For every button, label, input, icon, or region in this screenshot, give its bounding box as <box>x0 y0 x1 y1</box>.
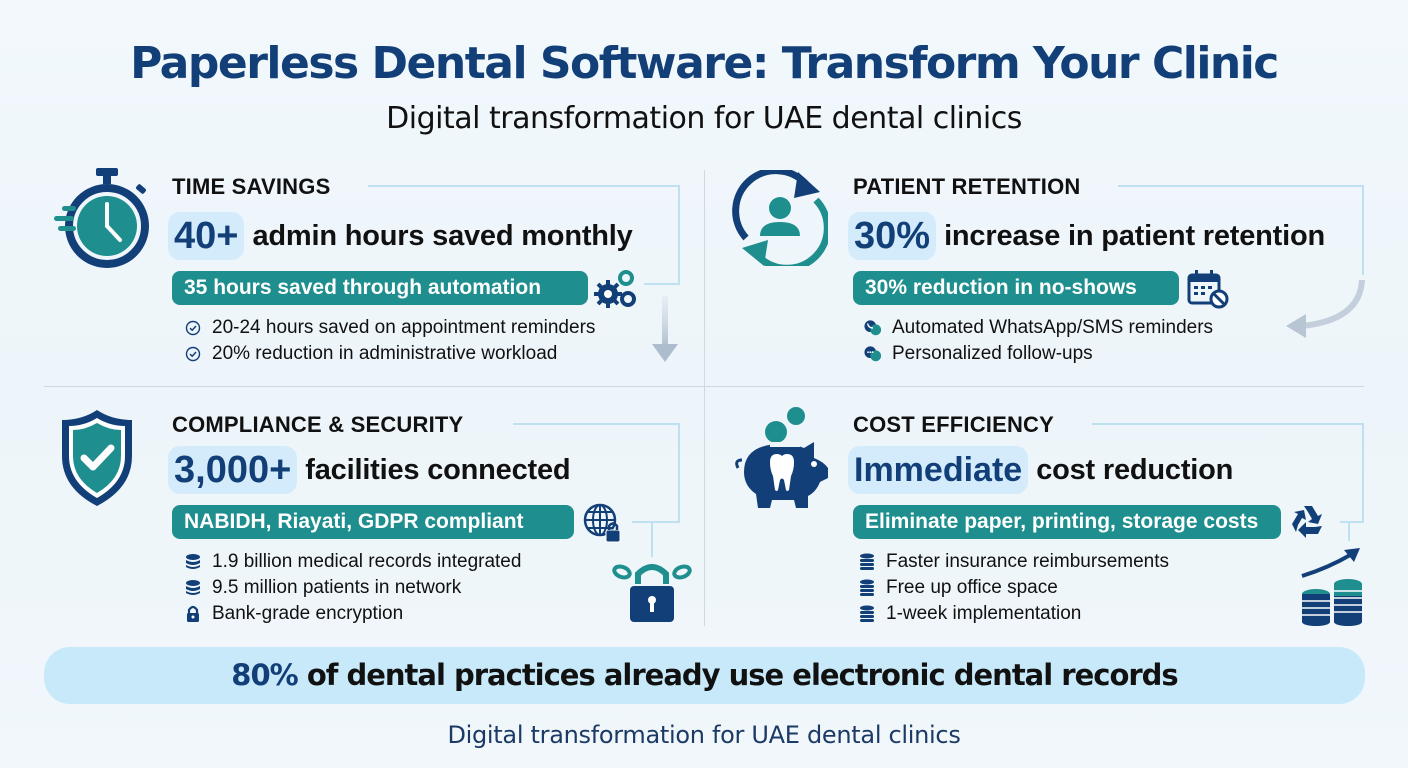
list-item: 1.9 billion medical records integrated <box>184 549 521 575</box>
recycle-icon <box>1292 506 1322 538</box>
bullet-list: Faster insurance reimbursements Free up … <box>858 549 1169 627</box>
stat-row: 30% increase in patient retention <box>848 212 1325 260</box>
connector-line <box>513 423 680 523</box>
gears-icon <box>594 270 636 308</box>
vertical-divider <box>704 170 705 626</box>
highlight-pill: NABIDH, Riayati, GDPR compliant <box>172 505 574 539</box>
connector-line <box>1092 423 1364 523</box>
piggy-bank-tooth-icon <box>735 407 828 508</box>
stat-value: 3,000+ <box>168 446 298 494</box>
stat-value: 40+ <box>168 212 245 260</box>
highlight-pill: Eliminate paper, printing, storage costs <box>853 505 1281 539</box>
list-item: Automated WhatsApp/SMS reminders <box>864 315 1213 341</box>
stat-row: Immediate cost reduction <box>848 446 1233 494</box>
section-heading: TIME SAVINGS <box>172 174 331 199</box>
chat-bubbles-icon <box>864 345 882 363</box>
connector-line <box>632 521 680 523</box>
user-cycle-icon <box>732 170 828 266</box>
check-circle-icon <box>184 345 202 363</box>
curved-arrow-icon <box>1286 280 1365 338</box>
database-icon <box>184 553 202 571</box>
coins-icon <box>858 605 876 623</box>
banner-highlight: 80% <box>231 658 298 692</box>
list-item: Personalized follow-ups <box>864 341 1213 367</box>
list-item: Bank-grade encryption <box>184 601 521 627</box>
calendar-cancel-icon <box>1187 270 1229 309</box>
list-item: 9.5 million patients in network <box>184 575 521 601</box>
connector-line <box>1118 185 1364 275</box>
whatsapp-chat-icon <box>864 319 882 337</box>
stat-row: 40+ admin hours saved monthly <box>168 212 633 260</box>
connector-line <box>1340 521 1364 523</box>
stopwatch-icon <box>54 168 149 268</box>
connector-line <box>651 521 653 557</box>
stat-row: 3,000+ facilities connected <box>168 446 571 494</box>
stat-value: Immediate <box>848 446 1029 494</box>
list-item: Free up office space <box>858 575 1169 601</box>
highlight-pill: 30% reduction in no-shows <box>853 271 1179 305</box>
page-title: Paperless Dental Software: Transform You… <box>130 38 1279 89</box>
connector-line <box>644 283 680 285</box>
footer-caption: Digital transformation for UAE dental cl… <box>447 721 961 749</box>
page-subtitle: Digital transformation for UAE dental cl… <box>386 101 1022 136</box>
coin-stacks-growth-icon <box>1301 548 1362 626</box>
horizontal-divider <box>44 386 1364 387</box>
list-item: Faster insurance reimbursements <box>858 549 1169 575</box>
list-item: 1-week implementation <box>858 601 1169 627</box>
stat-text: cost reduction <box>1036 453 1234 486</box>
bullet-list: Automated WhatsApp/SMS reminders Persona… <box>864 315 1213 367</box>
shield-check-icon <box>62 410 132 506</box>
list-item: 20-24 hours saved on appointment reminde… <box>184 315 595 341</box>
banner-text: of dental practices already use electron… <box>297 658 1179 692</box>
list-item: 20% reduction in administrative workload <box>184 341 595 367</box>
chained-padlock-icon <box>612 564 692 622</box>
connector-line <box>368 185 680 285</box>
highlight-pill: 35 hours saved through automation <box>172 271 588 305</box>
stat-text: increase in patient retention <box>944 219 1326 252</box>
section-heading: PATIENT RETENTION <box>853 174 1081 199</box>
stat-banner: 80% of dental practices already use elec… <box>44 647 1365 704</box>
section-heading: COMPLIANCE & SECURITY <box>172 412 464 437</box>
lock-icon <box>184 605 202 623</box>
bullet-list: 1.9 billion medical records integrated 9… <box>184 549 521 627</box>
database-icon <box>184 579 202 597</box>
stat-text: admin hours saved monthly <box>252 219 633 252</box>
down-arrow-icon <box>652 296 678 362</box>
bullet-list: 20-24 hours saved on appointment reminde… <box>184 315 595 367</box>
section-heading: COST EFFICIENCY <box>853 412 1055 437</box>
connector-line <box>1348 521 1350 541</box>
coins-icon <box>858 579 876 597</box>
stat-value: 30% <box>848 212 937 260</box>
stat-text: facilities connected <box>305 453 571 486</box>
globe-lock-icon <box>583 503 621 543</box>
check-circle-icon <box>184 319 202 337</box>
coins-icon <box>858 553 876 571</box>
